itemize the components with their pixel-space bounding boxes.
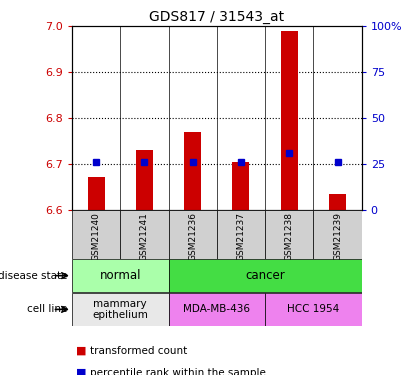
- Bar: [233, 162, 249, 210]
- Text: transformed count: transformed count: [90, 346, 188, 355]
- Text: ■: ■: [76, 368, 87, 375]
- Bar: [281, 31, 298, 210]
- Bar: [169, 210, 217, 259]
- Text: percentile rank within the sample: percentile rank within the sample: [90, 368, 266, 375]
- Text: disease state: disease state: [0, 271, 68, 280]
- Bar: [169, 293, 265, 326]
- Bar: [72, 260, 169, 292]
- Text: GSM21236: GSM21236: [188, 212, 197, 261]
- Bar: [329, 194, 346, 210]
- Text: GSM21241: GSM21241: [140, 212, 149, 261]
- Text: GSM21239: GSM21239: [333, 212, 342, 261]
- Text: normal: normal: [99, 269, 141, 282]
- Bar: [314, 210, 362, 259]
- Text: ■: ■: [76, 346, 87, 355]
- Bar: [265, 210, 314, 259]
- Bar: [136, 150, 153, 210]
- Text: GSM21240: GSM21240: [92, 212, 101, 261]
- Bar: [72, 293, 169, 326]
- Bar: [184, 132, 201, 210]
- Bar: [217, 210, 265, 259]
- Bar: [120, 210, 169, 259]
- Bar: [169, 260, 362, 292]
- Text: GSM21238: GSM21238: [285, 212, 294, 261]
- Text: cancer: cancer: [245, 269, 285, 282]
- Text: HCC 1954: HCC 1954: [287, 304, 339, 314]
- Text: MDA-MB-436: MDA-MB-436: [183, 304, 250, 314]
- Text: GSM21237: GSM21237: [236, 212, 245, 261]
- Bar: [265, 293, 362, 326]
- Bar: [72, 210, 120, 259]
- Bar: [88, 177, 104, 210]
- Text: mammary
epithelium: mammary epithelium: [92, 298, 148, 320]
- Title: GDS817 / 31543_at: GDS817 / 31543_at: [149, 10, 284, 24]
- Text: cell line: cell line: [28, 304, 68, 314]
